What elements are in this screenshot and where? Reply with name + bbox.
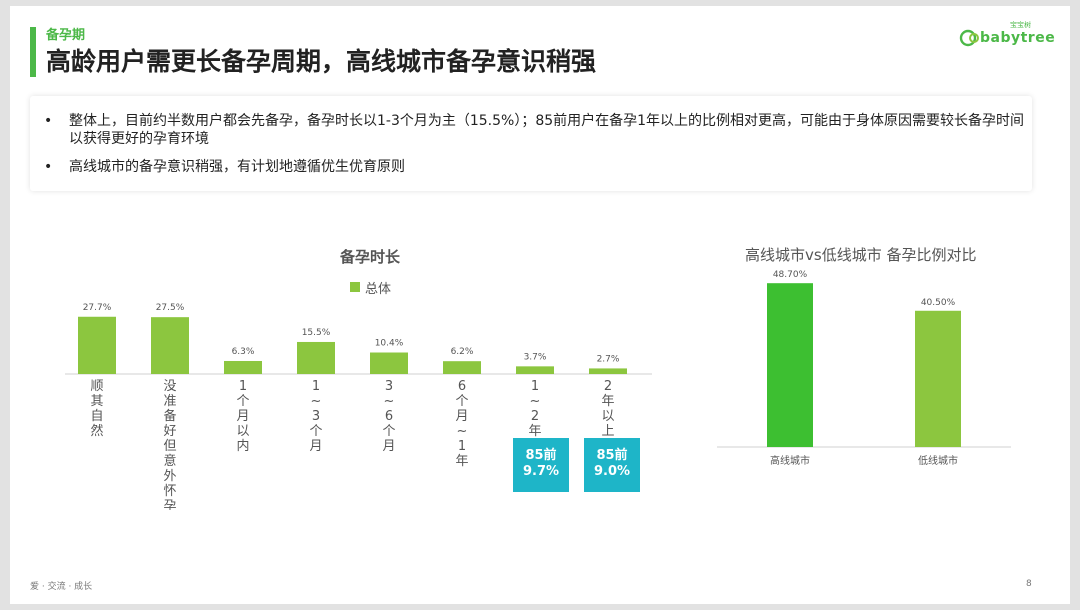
category-label-char: ~	[311, 394, 322, 409]
bar	[370, 352, 408, 374]
category-label-char: 月	[309, 439, 322, 454]
category-label-char: 怀	[163, 484, 176, 499]
bar-value-label: 40.50%	[921, 298, 956, 308]
category-label-char: 好	[163, 424, 176, 439]
page-number: 8	[1026, 579, 1032, 589]
legend-label: 总体	[365, 282, 392, 297]
category-label-char: 年	[528, 424, 541, 439]
category-label-char: 6	[458, 379, 466, 394]
category-label-char: 1	[239, 379, 247, 394]
category-label-char: 其	[90, 394, 103, 409]
category-label-char: ~	[530, 394, 541, 409]
city-bar-chart: 48.70% 高线城市 40.50% 低线城市	[717, 270, 1011, 467]
bar	[151, 317, 189, 374]
section-label: 备孕期	[46, 28, 86, 43]
category-label-char: 个	[309, 424, 322, 439]
bar	[443, 361, 481, 374]
bar-value-label: 6.3%	[232, 347, 255, 357]
bar-value-label: 10.4%	[375, 339, 404, 349]
category-label-char: 1	[458, 439, 466, 454]
bullet-dot: •	[44, 159, 53, 175]
category-label-char: 3	[385, 379, 393, 394]
bar-value-label: 15.5%	[302, 328, 331, 338]
page-title: 高龄用户需更长备孕周期，高线城市备孕意识稍强	[46, 47, 597, 76]
category-label-char: 年	[455, 454, 468, 469]
note-line1: 85前	[525, 448, 557, 463]
note-line2: 9.7%	[522, 464, 560, 479]
category-label-char: 月	[236, 409, 249, 424]
bar	[767, 283, 813, 447]
category-label-char: 自	[90, 409, 103, 424]
category-label-char: 个	[236, 394, 249, 409]
title-accent-bar	[30, 27, 36, 77]
note-line2: 9.0%	[593, 464, 631, 479]
bar-value-label: 27.5%	[156, 303, 185, 313]
chart-title-city: 高线城市vs低线城市 备孕比例对比	[745, 246, 977, 264]
category-label-char: 以	[601, 409, 614, 424]
summary-box: • 整体上，目前约半数用户都会先备孕，备孕时长以1-3个月为主（15.5%）；8…	[30, 96, 1032, 191]
logo-cn-text: 宝宝树	[1010, 21, 1031, 29]
note-box-85-1to2y: 85前 9.7%	[513, 438, 569, 492]
legend-swatch	[350, 282, 360, 292]
bar	[224, 360, 262, 374]
category-label-char: ~	[384, 394, 395, 409]
category-label-char: 年	[601, 394, 614, 409]
category-label-char: 1	[531, 379, 539, 394]
bar-value-label: 2.7%	[597, 354, 620, 364]
category-label-char: 个	[382, 424, 395, 439]
category-label-char: 顺	[90, 379, 103, 394]
category-label-char: 没	[163, 379, 176, 394]
bullet-text: 高线城市的备孕意识稍强，有计划地遵循优生优育原则	[69, 159, 405, 175]
category-label-char: 然	[90, 423, 103, 439]
bar	[78, 316, 116, 374]
category-label-char: 6	[385, 409, 393, 424]
category-label-char: 2	[604, 379, 612, 394]
category-label-char: 月	[382, 439, 395, 454]
note-box-85-2y-plus: 85前 9.0%	[584, 438, 640, 492]
category-label-char: 外	[163, 469, 176, 484]
logo-text: babytree	[980, 30, 1056, 46]
babytree-logo-icon	[959, 29, 979, 47]
bullet-dot: •	[44, 113, 53, 129]
bar	[297, 341, 335, 374]
duration-bar-chart: 27.7%顺其自然27.5%没准备好但意外怀孕6.3%1个月以内15.5%1~3…	[65, 303, 652, 510]
category-label-char: 准	[163, 394, 176, 409]
category-label-char: 孕	[163, 499, 176, 510]
bar	[915, 310, 961, 447]
category-label: 高线城市	[770, 454, 810, 467]
category-label: 低线城市	[918, 454, 958, 467]
bullet-text: 整体上，目前约半数用户都会先备孕，备孕时长以1-3个月为主（15.5%）；85前…	[69, 113, 1025, 147]
category-label-char: 以	[236, 424, 249, 439]
bar-value-label: 48.70%	[773, 270, 808, 280]
bar	[589, 368, 627, 374]
category-label-char: 内	[236, 438, 249, 454]
category-label-char: 3	[312, 409, 320, 424]
category-label-char: 上	[601, 424, 614, 439]
bar	[516, 366, 554, 374]
category-label-char: 个	[455, 394, 468, 409]
category-label-char: 意	[163, 453, 176, 469]
category-label-char: 1	[312, 379, 320, 394]
category-label-char: 但	[163, 439, 176, 454]
bar-value-label: 3.7%	[524, 352, 547, 362]
category-label-char: 月	[455, 409, 468, 424]
category-label-char: 备	[163, 408, 176, 424]
bar-value-label: 27.7%	[83, 303, 112, 313]
category-label-char: 2	[531, 409, 539, 424]
category-label-char: ~	[457, 424, 468, 439]
bar-value-label: 6.2%	[451, 347, 474, 357]
note-line1: 85前	[596, 448, 628, 463]
footer-tagline: 爱 · 交流 · 成长	[30, 582, 93, 592]
chart-title-duration: 备孕时长	[340, 248, 401, 266]
